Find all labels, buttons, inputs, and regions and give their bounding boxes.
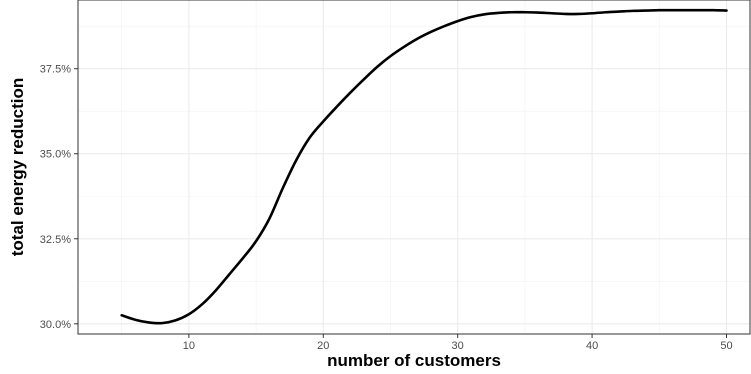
y-tick-label: 30.0% xyxy=(40,319,71,331)
x-axis: 10 20 30 40 50 xyxy=(183,334,733,352)
x-axis-title: number of customers xyxy=(327,351,501,370)
plot-panel xyxy=(77,0,751,335)
x-tick-label: 50 xyxy=(720,340,732,352)
y-tick-label: 32.5% xyxy=(40,234,71,246)
x-tick-label: 40 xyxy=(586,340,598,352)
series-layer xyxy=(120,8,728,325)
y-axis: 30.0% 32.5% 35.0% 37.5% xyxy=(40,64,78,331)
grid-major xyxy=(78,0,750,334)
x-tick-label: 10 xyxy=(183,340,195,352)
y-tick-label: 35.0% xyxy=(40,149,71,161)
x-tick-label: 30 xyxy=(452,340,464,352)
plot-border xyxy=(77,0,751,335)
y-axis-title: total energy reduction xyxy=(8,78,27,257)
series-line xyxy=(120,8,728,325)
y-tick-label: 37.5% xyxy=(40,64,71,76)
x-tick-label: 20 xyxy=(317,340,329,352)
